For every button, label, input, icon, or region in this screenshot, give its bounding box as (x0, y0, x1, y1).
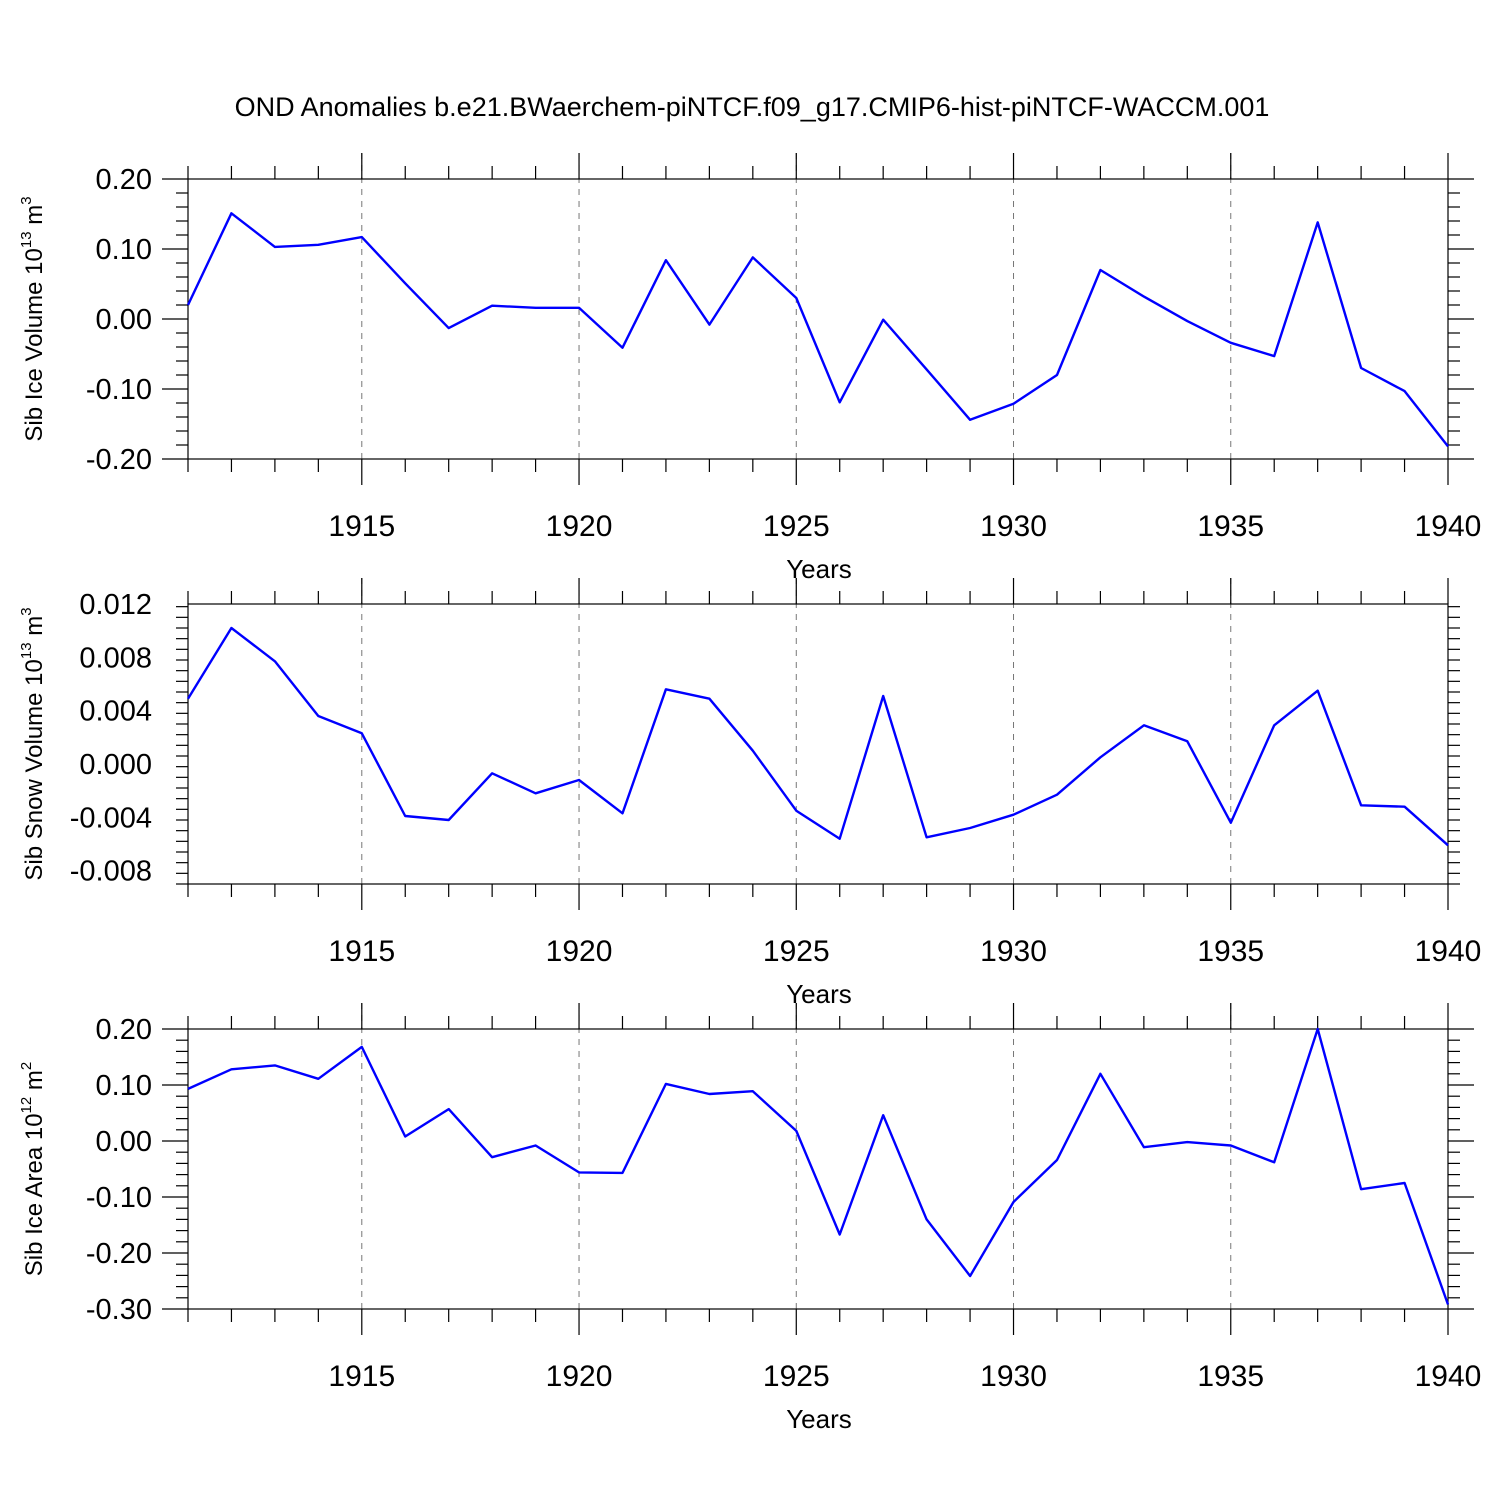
y-tick-label: -0.30 (86, 1294, 152, 1326)
x-tick-label: 1925 (763, 1360, 830, 1393)
x-tick-label: 1925 (763, 510, 830, 543)
figure-title: OND Anomalies b.e21.BWaerchem-piNTCF.f09… (235, 92, 1270, 122)
y-axis-label-unit-exponent: 3 (18, 607, 35, 615)
x-tick-label: 1940 (1415, 1360, 1482, 1393)
y-axis-label-unit: m (21, 1070, 48, 1097)
series-line (187, 1027, 1450, 1305)
y-axis-label-exponent: 12 (18, 1097, 35, 1114)
y-tick-label: 0.008 (79, 642, 152, 674)
y-tick-label: 0.10 (96, 1070, 152, 1102)
x-tick-label: 1920 (546, 510, 613, 543)
x-axis-label: Years (786, 554, 852, 584)
y-axis-label-main: Sib Snow Volume 10 (21, 659, 48, 880)
x-tick-label: 1940 (1415, 510, 1482, 543)
y-tick-label: 0.00 (96, 1126, 152, 1158)
panel-1: 0.20 0.10 0.00 -0.10 -0.20 1915 1920 1925 1930 19… (18, 153, 1481, 584)
y-axis-label-exponent: 13 (18, 231, 35, 248)
y-axis-label-unit: m (21, 616, 48, 643)
y-axis-label: Sib Ice Volume 1013 m3 (18, 196, 48, 441)
series-line (186, 626, 1449, 847)
y-tick-label: 0.012 (79, 589, 152, 621)
y-tick-label: 0.004 (79, 696, 152, 728)
y-tick-label: 0.10 (96, 234, 152, 266)
y-axis-label-unit-exponent: 2 (18, 1062, 35, 1070)
y-axis-label-main: Sib Ice Volume 10 (21, 248, 48, 441)
x-tick-label: 1930 (980, 510, 1047, 543)
panel-3: 0.20 0.10 0.00 -0.10 -0.20 -0.30 1915 1920 1925 1… (18, 1003, 1481, 1434)
panel-2: 0.012 0.008 0.004 0.000 -0.004 -0.008 1915 1920… (18, 578, 1481, 1009)
x-tick-label: 1920 (546, 935, 613, 968)
x-tick-label: 1920 (546, 1360, 613, 1393)
x-tick-label: 1915 (328, 1360, 395, 1393)
y-axis-label-main: Sib Ice Area 10 (21, 1113, 48, 1276)
y-tick-label: -0.10 (86, 374, 152, 406)
x-tick-label: 1935 (1197, 510, 1264, 543)
x-tick-label: 1915 (328, 935, 395, 968)
x-tick-label: 1925 (763, 935, 830, 968)
y-axis-label-unit-exponent: 3 (18, 196, 35, 204)
x-axis-label: Years (786, 979, 852, 1009)
panels: 0.20 0.10 0.00 -0.10 -0.20 1915 1920 1925 1930 19… (18, 153, 1481, 1434)
x-tick-label: 1935 (1197, 1360, 1264, 1393)
plot-frame (187, 178, 1449, 460)
series-line (186, 212, 1449, 448)
x-tick-label: 1940 (1415, 935, 1482, 968)
x-tick-label: 1935 (1197, 935, 1264, 968)
y-tick-label: -0.008 (70, 856, 152, 888)
y-axis-label: Sib Snow Volume 1013 m3 (18, 607, 48, 880)
y-axis-label-unit: m (21, 205, 48, 232)
x-tick-label: 1930 (980, 935, 1047, 968)
y-tick-label: -0.10 (86, 1182, 152, 1214)
y-tick-label: 0.00 (96, 304, 152, 336)
y-tick-label: -0.20 (86, 444, 152, 476)
y-tick-label: -0.20 (86, 1238, 152, 1270)
x-axis-label: Years (786, 1404, 852, 1434)
x-tick-label: 1915 (328, 510, 395, 543)
y-tick-label: 0.20 (96, 164, 152, 196)
y-axis-label: Sib Ice Area 1012 m2 (18, 1062, 48, 1276)
y-axis-label-exponent: 13 (18, 642, 35, 659)
x-tick-label: 1930 (980, 1360, 1047, 1393)
y-tick-label: 0.20 (96, 1014, 152, 1046)
y-tick-label: -0.004 (70, 802, 152, 834)
plot-frame (187, 1028, 1449, 1310)
y-tick-label: 0.000 (79, 749, 152, 781)
plot-frame (187, 603, 1449, 885)
